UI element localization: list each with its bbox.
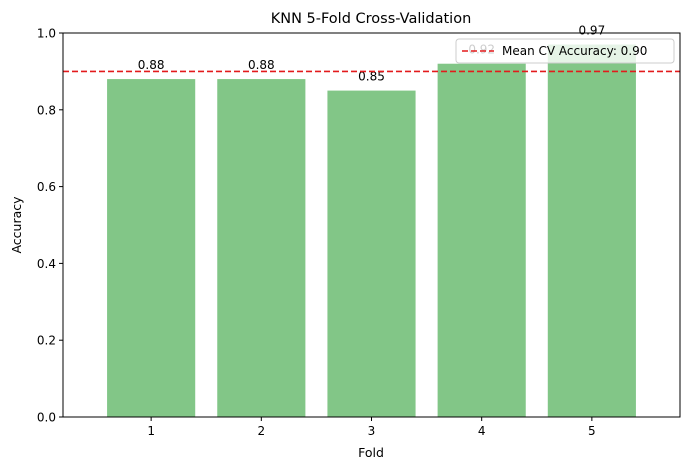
x-axis-label: Fold xyxy=(358,445,384,460)
bar-fold-3 xyxy=(327,90,416,417)
plot-area: 0.880.880.850.920.97123450.00.20.40.60.8… xyxy=(37,24,680,438)
y-tick-label: 0.4 xyxy=(37,257,56,271)
y-axis-label: Accuracy xyxy=(9,196,24,254)
y-tick-label: 0.6 xyxy=(37,180,56,194)
x-tick-label: 2 xyxy=(258,424,266,438)
y-tick-label: 0.0 xyxy=(37,411,56,425)
axes-frame xyxy=(62,32,681,418)
chart-title: KNN 5-Fold Cross-Validation xyxy=(271,11,472,27)
data-label-fold-1: 0.88 xyxy=(138,58,165,72)
x-tick-label: 5 xyxy=(588,424,596,438)
x-tick-label: 3 xyxy=(368,424,376,438)
bar-fold-1 xyxy=(107,79,196,417)
data-label-fold-2: 0.88 xyxy=(248,58,275,72)
bar-fold-4 xyxy=(437,63,526,417)
y-tick-label: 1.0 xyxy=(37,27,56,41)
data-label-fold-5: 0.97 xyxy=(578,24,605,38)
legend: Mean CV Accuracy: 0.90 xyxy=(455,38,675,64)
data-label-fold-3: 0.85 xyxy=(358,70,385,84)
legend-box xyxy=(455,38,675,64)
x-tick-label: 4 xyxy=(478,424,486,438)
x-tick-label: 1 xyxy=(147,424,155,438)
bar-fold-5 xyxy=(547,44,636,418)
y-tick-label: 0.2 xyxy=(37,334,56,348)
y-tick-label: 0.8 xyxy=(37,103,56,117)
bar-fold-2 xyxy=(217,79,306,417)
legend-mean-label: Mean CV Accuracy: 0.90 xyxy=(502,44,647,58)
